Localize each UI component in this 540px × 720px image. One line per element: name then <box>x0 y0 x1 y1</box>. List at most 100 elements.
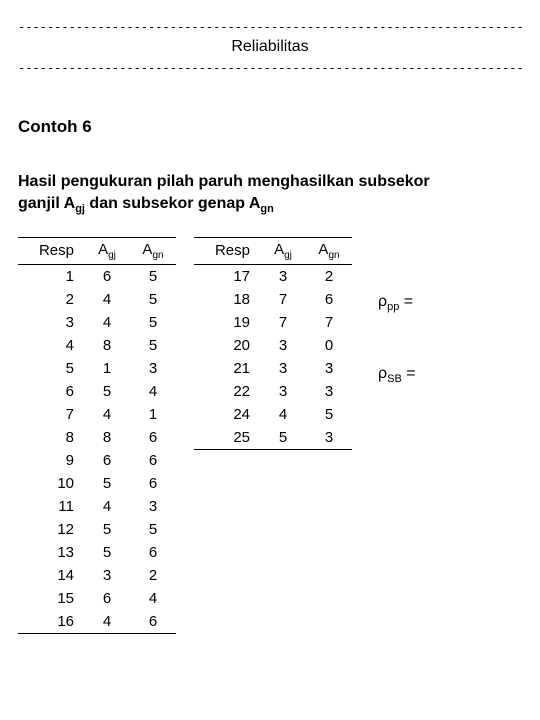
table-row: 485 <box>18 334 176 357</box>
desc-line1: Hasil pengukuran pilah paruh menghasilka… <box>18 173 430 190</box>
data-table-2: Resp Agj Agn 173218761977203021332233244… <box>194 237 352 450</box>
cell-agn: 6 <box>130 472 176 495</box>
cell-resp: 20 <box>194 334 260 357</box>
table-row: 1356 <box>18 541 176 564</box>
table-row: 886 <box>18 426 176 449</box>
cell-agj: 5 <box>84 380 130 403</box>
example-heading: Contoh 6 <box>18 117 522 137</box>
cell-resp: 7 <box>18 403 84 426</box>
page-title: Reliabilitas <box>18 34 522 60</box>
cell-agn: 3 <box>306 380 352 403</box>
desc-sub1: gj <box>75 203 85 215</box>
cell-agn: 5 <box>130 288 176 311</box>
table-row: 1432 <box>18 564 176 587</box>
cell-agj: 8 <box>84 426 130 449</box>
table-row: 1646 <box>18 610 176 634</box>
cell-agj: 7 <box>260 311 306 334</box>
divider-top: ----------------------------------------… <box>18 20 522 34</box>
cell-agn: 6 <box>306 288 352 311</box>
cell-resp: 25 <box>194 426 260 450</box>
cell-agn: 4 <box>130 587 176 610</box>
cell-agn: 1 <box>130 403 176 426</box>
cell-agn: 3 <box>130 495 176 518</box>
table-row: 2553 <box>194 426 352 450</box>
cell-agn: 2 <box>306 264 352 288</box>
cell-agj: 3 <box>260 334 306 357</box>
cell-agj: 7 <box>260 288 306 311</box>
cell-resp: 9 <box>18 449 84 472</box>
cell-resp: 3 <box>18 311 84 334</box>
cell-agn: 3 <box>306 426 352 450</box>
desc-line2b: dan subsekor genap A <box>85 195 260 212</box>
cell-agj: 4 <box>84 403 130 426</box>
cell-agj: 8 <box>84 334 130 357</box>
cell-agn: 3 <box>130 357 176 380</box>
th-agj-2: Agj <box>260 237 306 264</box>
cell-agn: 5 <box>130 518 176 541</box>
table-row: 1876 <box>194 288 352 311</box>
rho-pp: ρpp = <box>378 293 416 313</box>
cell-agj: 4 <box>260 403 306 426</box>
cell-agj: 5 <box>84 541 130 564</box>
cell-agj: 4 <box>84 288 130 311</box>
cell-agj: 6 <box>84 587 130 610</box>
cell-agn: 6 <box>130 541 176 564</box>
th-agn: Agn <box>130 237 176 264</box>
table-row: 1564 <box>18 587 176 610</box>
table-row: 2030 <box>194 334 352 357</box>
table-row: 245 <box>18 288 176 311</box>
th-resp-2: Resp <box>194 237 260 264</box>
table-row: 966 <box>18 449 176 472</box>
cell-resp: 1 <box>18 264 84 288</box>
cell-resp: 22 <box>194 380 260 403</box>
cell-agn: 4 <box>130 380 176 403</box>
tables-container: Resp Agj Agn 165245345485513654741886966… <box>18 237 522 634</box>
cell-resp: 14 <box>18 564 84 587</box>
cell-resp: 4 <box>18 334 84 357</box>
table-row: 1732 <box>194 264 352 288</box>
cell-agj: 3 <box>260 357 306 380</box>
cell-resp: 18 <box>194 288 260 311</box>
cell-agj: 6 <box>84 449 130 472</box>
cell-resp: 11 <box>18 495 84 518</box>
cell-resp: 2 <box>18 288 84 311</box>
divider-bottom: ----------------------------------------… <box>18 61 522 75</box>
table-row: 513 <box>18 357 176 380</box>
cell-resp: 10 <box>18 472 84 495</box>
cell-agn: 7 <box>306 311 352 334</box>
cell-agn: 5 <box>130 311 176 334</box>
table-row: 2233 <box>194 380 352 403</box>
table-row: 1143 <box>18 495 176 518</box>
cell-agj: 3 <box>84 564 130 587</box>
table-row: 654 <box>18 380 176 403</box>
cell-resp: 6 <box>18 380 84 403</box>
table-row: 165 <box>18 264 176 288</box>
cell-agn: 6 <box>130 426 176 449</box>
cell-agn: 5 <box>306 403 352 426</box>
table-row: 1056 <box>18 472 176 495</box>
cell-agn: 2 <box>130 564 176 587</box>
table-row: 1255 <box>18 518 176 541</box>
cell-agj: 5 <box>260 426 306 450</box>
th-agn-2: Agn <box>306 237 352 264</box>
cell-resp: 15 <box>18 587 84 610</box>
cell-resp: 21 <box>194 357 260 380</box>
cell-resp: 5 <box>18 357 84 380</box>
rho-sb: ρSB = <box>378 365 416 385</box>
cell-agn: 6 <box>130 449 176 472</box>
cell-agj: 4 <box>84 311 130 334</box>
cell-agj: 6 <box>84 264 130 288</box>
cell-agj: 3 <box>260 264 306 288</box>
cell-resp: 24 <box>194 403 260 426</box>
cell-resp: 17 <box>194 264 260 288</box>
table-row: 345 <box>18 311 176 334</box>
cell-resp: 13 <box>18 541 84 564</box>
desc-line2a: ganjil A <box>18 195 75 212</box>
cell-agj: 5 <box>84 518 130 541</box>
th-agj: Agj <box>84 237 130 264</box>
cell-agn: 0 <box>306 334 352 357</box>
cell-resp: 16 <box>18 610 84 634</box>
cell-resp: 8 <box>18 426 84 449</box>
cell-agj: 4 <box>84 610 130 634</box>
table-row: 1977 <box>194 311 352 334</box>
